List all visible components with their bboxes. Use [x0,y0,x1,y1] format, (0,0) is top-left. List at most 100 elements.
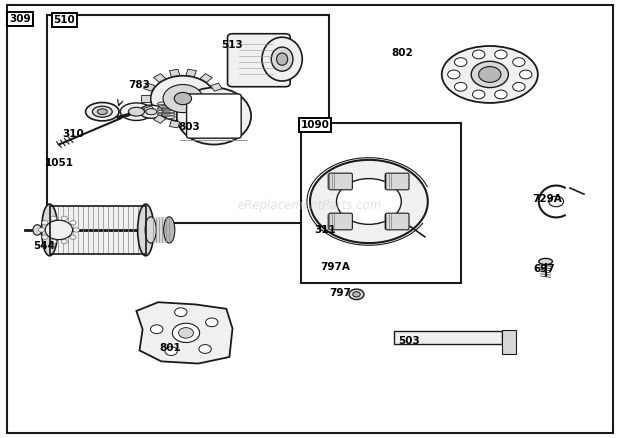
Ellipse shape [199,345,211,353]
Text: 544: 544 [33,241,56,251]
Ellipse shape [454,58,467,67]
Ellipse shape [61,216,68,220]
FancyBboxPatch shape [228,34,290,87]
Ellipse shape [353,292,360,297]
Text: 513: 513 [221,40,244,49]
Ellipse shape [337,179,401,224]
FancyBboxPatch shape [329,213,352,230]
Bar [46,15,329,223]
Ellipse shape [479,67,501,82]
Bar [154,74,166,82]
Bar [144,83,155,91]
Bar [211,83,222,91]
Ellipse shape [97,109,107,114]
Ellipse shape [163,85,203,113]
Text: 801: 801 [159,343,182,353]
Bar [50,206,146,254]
Text: 797: 797 [329,289,351,298]
Ellipse shape [513,82,525,91]
Ellipse shape [151,325,163,334]
Bar [200,74,212,82]
Bar [169,120,180,128]
Text: 729A: 729A [532,194,562,204]
Ellipse shape [271,47,293,71]
Ellipse shape [349,289,364,300]
Ellipse shape [61,240,68,244]
Bar [394,331,502,344]
Ellipse shape [138,204,154,256]
Bar [216,95,224,102]
Ellipse shape [206,318,218,327]
Ellipse shape [495,90,507,99]
Ellipse shape [45,220,73,240]
Ellipse shape [42,221,48,225]
Text: 503: 503 [398,336,420,346]
Text: 311: 311 [314,225,336,234]
Ellipse shape [179,328,193,338]
Bar [186,120,197,128]
Ellipse shape [164,217,175,243]
Ellipse shape [145,217,156,243]
Ellipse shape [146,109,157,115]
Bar [50,206,146,254]
Ellipse shape [151,76,215,121]
Bar [200,115,212,124]
Ellipse shape [513,58,525,67]
Bar [144,106,155,114]
Ellipse shape [128,107,144,116]
Ellipse shape [472,90,485,99]
Text: 797A: 797A [320,262,350,272]
FancyBboxPatch shape [386,173,409,190]
FancyBboxPatch shape [386,213,409,230]
PathPatch shape [136,302,232,364]
Ellipse shape [73,228,79,232]
Ellipse shape [472,50,485,59]
Ellipse shape [177,88,251,145]
Ellipse shape [33,225,42,235]
Text: 1051: 1051 [45,158,73,168]
Bar [186,69,197,77]
Ellipse shape [86,102,119,121]
Ellipse shape [310,160,428,243]
Ellipse shape [448,70,460,79]
Bar [211,106,222,114]
Text: eReplacementParts.com: eReplacementParts.com [238,199,382,212]
Ellipse shape [140,105,163,118]
Ellipse shape [174,92,192,105]
Ellipse shape [120,103,153,120]
Text: 309: 309 [9,14,30,24]
Ellipse shape [277,53,288,65]
Bar [169,69,180,77]
Ellipse shape [262,37,302,81]
Ellipse shape [42,235,48,239]
Ellipse shape [172,323,200,343]
Ellipse shape [38,228,45,232]
Ellipse shape [50,240,56,244]
Bar [141,95,150,102]
Ellipse shape [454,82,467,91]
Bar [154,115,166,124]
Text: 783: 783 [128,81,151,90]
Text: 802: 802 [391,48,413,57]
Ellipse shape [42,204,58,256]
Bar [301,123,461,283]
Ellipse shape [520,70,532,79]
Ellipse shape [441,46,538,103]
Text: 697: 697 [533,265,556,274]
Ellipse shape [549,196,564,207]
Ellipse shape [50,216,56,220]
Ellipse shape [165,347,177,356]
FancyBboxPatch shape [187,94,241,138]
Ellipse shape [92,106,112,117]
Ellipse shape [495,50,507,59]
Bar [502,330,516,354]
Ellipse shape [175,308,187,317]
Ellipse shape [471,61,508,88]
Ellipse shape [70,235,76,239]
Text: 803: 803 [178,122,200,132]
Text: 1090: 1090 [301,120,329,130]
FancyBboxPatch shape [329,173,352,190]
Bar [151,217,169,243]
Text: 310: 310 [62,129,84,138]
Ellipse shape [70,221,76,225]
